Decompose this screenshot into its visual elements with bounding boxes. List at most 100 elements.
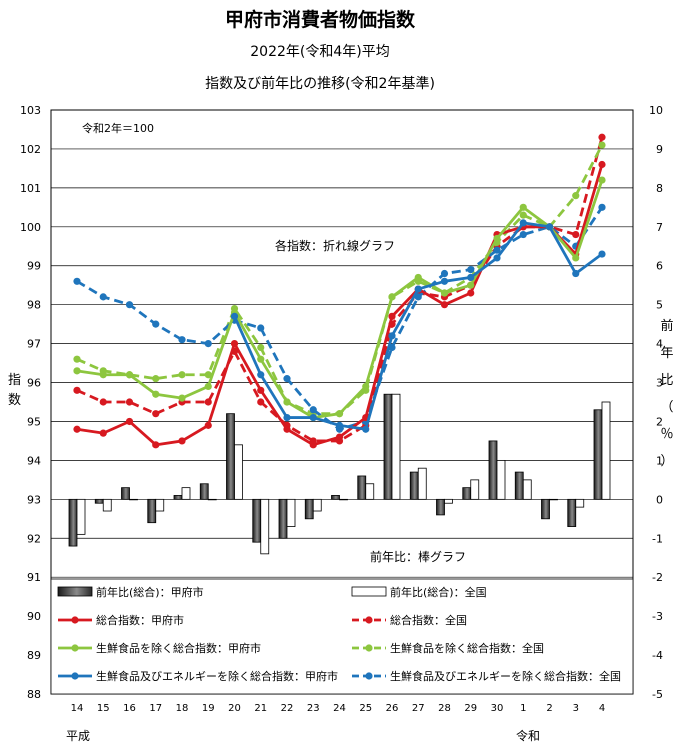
series-point	[519, 230, 527, 239]
bar-kofu	[94, 498, 104, 504]
series-point	[572, 192, 580, 200]
bar-national	[470, 479, 480, 500]
legend-box	[50, 578, 634, 695]
right-axis-title-char: ％	[660, 427, 673, 442]
era-label-reiwa: 令和	[516, 728, 540, 743]
left-tick-label: 93	[27, 493, 41, 506]
series-point	[152, 375, 160, 383]
bar-kofu	[226, 413, 235, 500]
series-line	[76, 144, 604, 416]
x-tick-label: 17	[149, 703, 162, 714]
series-point	[440, 301, 449, 309]
right-axis-title-char: ）	[660, 454, 673, 469]
left-tick-label: 94	[27, 454, 41, 467]
series-point	[283, 425, 291, 433]
era-label-heisei: 平成	[66, 729, 90, 743]
legend-label: 生鮮食品を除く総合指数：全国	[390, 641, 544, 655]
x-tick-label: 1	[520, 703, 526, 714]
right-tick-label: -4	[652, 649, 663, 662]
series-point	[493, 234, 501, 243]
series-point	[467, 273, 475, 282]
right-axis-title-char: 前	[660, 318, 673, 334]
series-point	[388, 332, 396, 340]
series-point	[73, 277, 81, 285]
series-point	[178, 336, 186, 344]
legend-swatch-marker	[365, 672, 373, 680]
legend-label: 生鮮食品及びエネルギーを除く総合指数：甲府市	[96, 669, 338, 683]
series-point	[257, 343, 265, 352]
series-point	[309, 406, 317, 414]
series-point	[519, 211, 527, 219]
bar-national	[496, 459, 506, 500]
series-point	[598, 133, 606, 141]
bar-kofu	[304, 498, 314, 520]
bar-national	[76, 498, 86, 535]
series-point	[283, 398, 291, 406]
series-point	[125, 301, 134, 309]
x-tick-label: 16	[123, 703, 136, 714]
left-axis-ticks: 88 89 90 91 92 93 94 95 96 97 98 99 100 101 102 103	[20, 104, 41, 701]
x-tick-label: 23	[307, 703, 320, 714]
right-axis-ticks: -5 -4 -3 -2 -1 0 1 2 3 4 5 6 7 8 9 10	[649, 104, 663, 701]
series-point	[73, 386, 81, 394]
right-tick-label: 5	[656, 299, 663, 312]
right-tick-label: -3	[652, 610, 663, 623]
right-tick-label: 6	[656, 260, 663, 273]
bar-kofu	[383, 393, 393, 500]
series-point	[283, 375, 291, 383]
series-point	[335, 433, 344, 441]
series-point	[519, 203, 527, 211]
x-tick-label: 4	[599, 703, 605, 714]
left-tick-label: 92	[27, 532, 41, 545]
x-tick-label: 2	[546, 703, 552, 714]
right-tick-label: 8	[656, 182, 663, 195]
bar-kofu	[567, 498, 577, 527]
x-tick-label: 24	[333, 703, 346, 714]
series-point	[335, 410, 344, 418]
right-tick-label: 7	[656, 221, 663, 234]
series-point	[545, 223, 554, 231]
legend-label: 前年比(総合)：甲府市	[96, 585, 204, 599]
line-note: 各指数：折れ線グラフ	[275, 238, 395, 253]
left-tick-label: 103	[20, 104, 41, 117]
bar-national	[286, 498, 296, 527]
right-axis-title-char: 年	[660, 346, 673, 361]
series-point	[598, 250, 606, 258]
series-point	[99, 371, 107, 379]
legend-label: 総合指数：甲府市	[96, 613, 184, 627]
series-point	[230, 312, 239, 320]
bar-kofu	[147, 498, 157, 524]
left-tick-label: 96	[27, 377, 41, 390]
series-point	[152, 410, 160, 418]
bar-kofu	[357, 475, 367, 500]
right-axis-title-char: 比	[660, 373, 673, 388]
series-point	[414, 285, 422, 293]
index-lines	[73, 133, 606, 449]
bar-national	[207, 498, 217, 501]
bar-national	[102, 498, 112, 512]
series-point	[178, 394, 186, 402]
series-point	[388, 312, 396, 320]
series-point	[467, 266, 475, 274]
x-axis-ticks: 14 15 16 17 18 19 20 21 22 23 24 25 26 27 28 29 30 1 2 3 4	[71, 703, 606, 714]
bar-national	[339, 498, 348, 501]
series-line	[233, 221, 603, 431]
series-point	[309, 413, 317, 422]
bar-kofu	[593, 409, 603, 500]
x-tick-label: 20	[228, 703, 241, 714]
legend-swatch	[57, 586, 93, 597]
bar-national	[575, 498, 585, 508]
series-point	[493, 246, 501, 254]
left-tick-label: 95	[27, 415, 41, 428]
right-tick-label: -1	[652, 532, 663, 545]
series-point	[598, 160, 606, 169]
bar-kofu	[488, 440, 498, 500]
bar-national	[391, 393, 401, 500]
series-point	[204, 340, 212, 348]
bar-national	[129, 498, 138, 501]
right-tick-label: -2	[652, 571, 663, 584]
x-tick-label: 29	[464, 703, 477, 714]
left-tick-label: 101	[20, 182, 41, 195]
